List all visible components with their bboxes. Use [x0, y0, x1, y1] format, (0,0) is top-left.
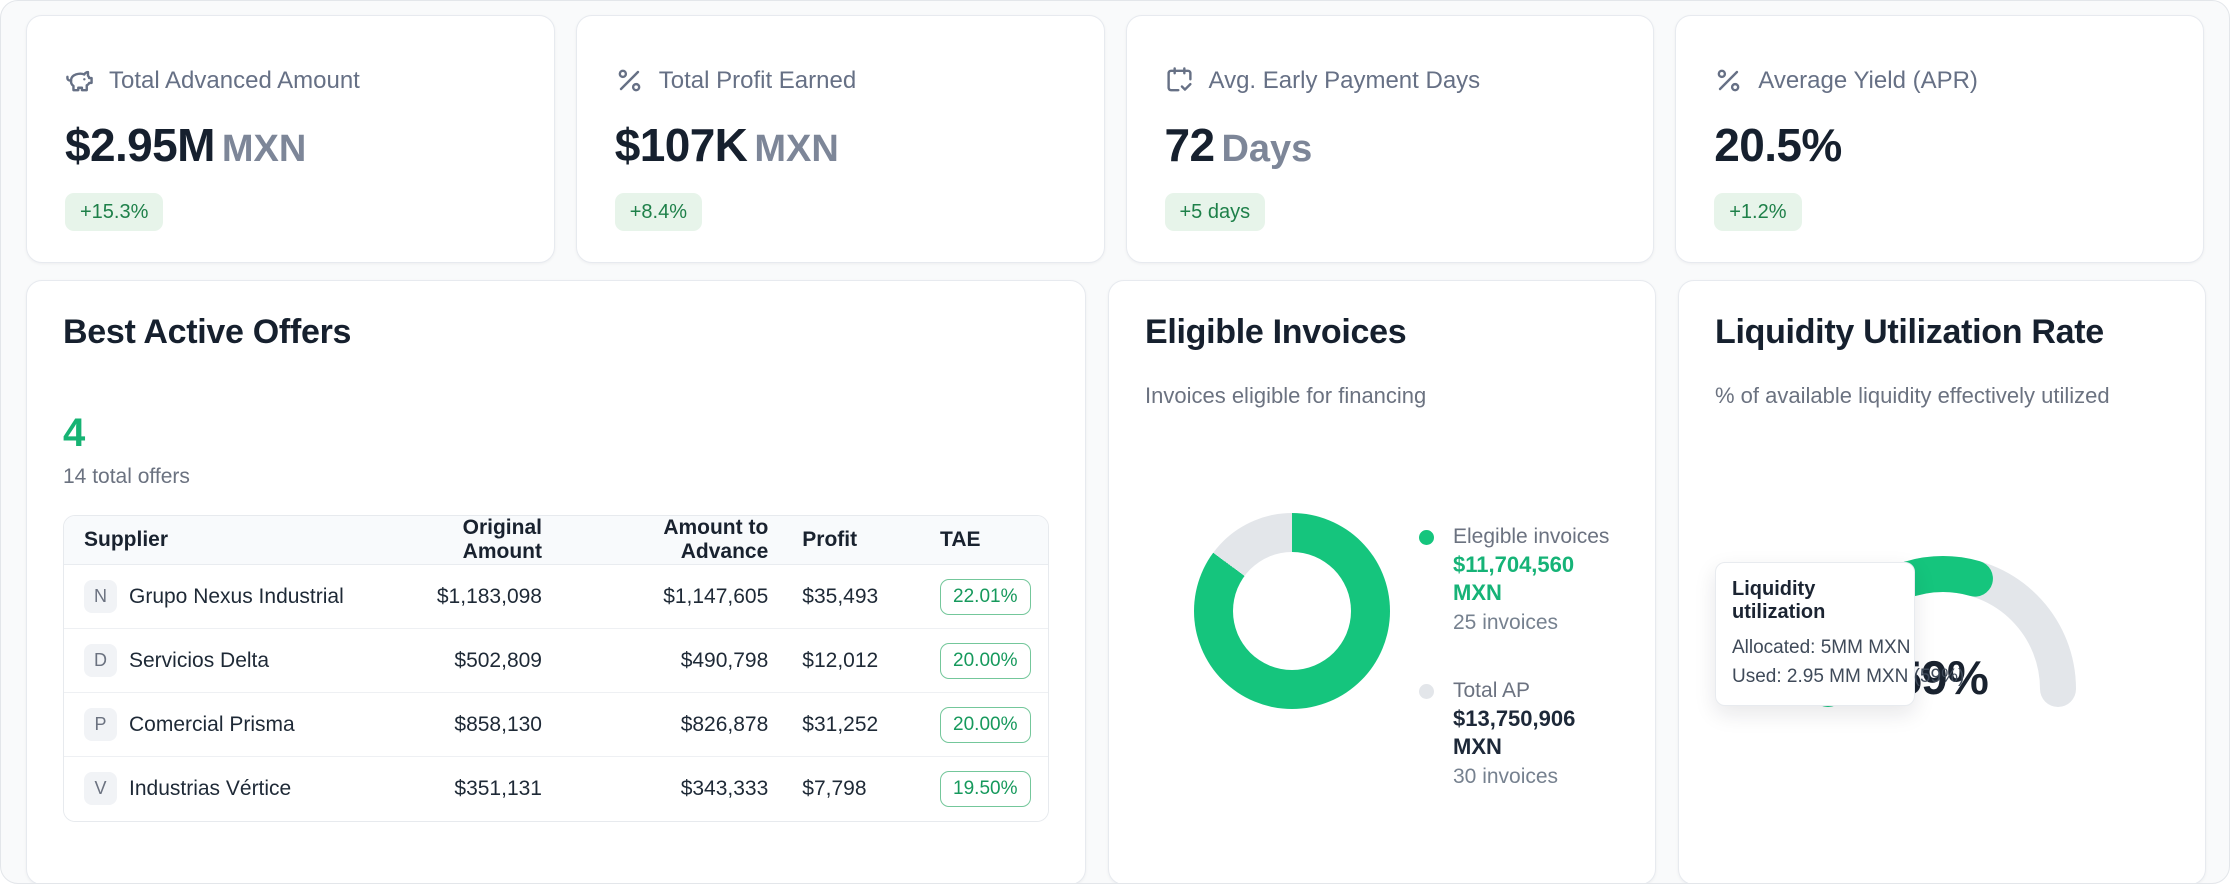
percent-icon	[618, 69, 641, 92]
legend-label: Total AP	[1453, 679, 1531, 702]
amount-to-advance: $826,878	[555, 692, 783, 757]
liquidity-gauge: 59% Liquidity utilization Allocated: 5MM…	[1715, 524, 2169, 854]
kpi-change-badge: +1.2%	[1714, 193, 1802, 231]
supplier-avatar: D	[84, 644, 117, 677]
legend-label: Elegible invoices	[1453, 525, 1610, 548]
table-row[interactable]: V Industrias Vértice $351,131 $343,333 $7…	[64, 756, 1048, 821]
eligible-invoices-subtitle: Invoices eligible for financing	[1145, 383, 1427, 408]
amount-to-advance: $1,147,605	[555, 564, 783, 629]
best-active-offers-card: Best Active Offers 4 14 total offers Sup…	[26, 280, 1086, 883]
piggy-bank-icon	[66, 70, 93, 92]
profit: $7,798	[782, 756, 921, 821]
active-offers-count: 4	[63, 411, 86, 455]
supplier-name: Grupo Nexus Industrial	[129, 584, 344, 608]
tae-badge: 19.50%	[940, 770, 1031, 807]
bottom-row: Best Active Offers 4 14 total offers Sup…	[26, 280, 2206, 883]
table-row[interactable]: D Servicios Delta $502,809 $490,798 $12,0…	[64, 628, 1048, 693]
original-amount: $351,131	[388, 756, 556, 821]
kpi-title: Total Profit Earned	[658, 66, 857, 94]
tae-badge: 20.00%	[940, 642, 1031, 679]
donut-legend: Elegible invoices $11,704,560 MXN 25 inv…	[1419, 523, 1619, 791]
legend-dot-green	[1419, 530, 1434, 545]
col-header-amount-to-advance: Amount to Advance	[555, 516, 783, 565]
profit: $31,252	[782, 692, 921, 757]
supplier-avatar: P	[84, 708, 117, 741]
kpi-card-total-profit: Total Profit Earned $107K MXN +8.4%	[575, 15, 1105, 263]
legend-item-total-ap: Total AP $13,750,906 MXN 30 invoices	[1419, 677, 1619, 791]
kpi-value: 72 Days	[1164, 119, 1313, 171]
eligible-invoices-title: Eligible Invoices	[1145, 313, 1407, 351]
liquidity-title: Liquidity Utilization Rate	[1715, 313, 2104, 351]
supplier-name: Industrias Vértice	[129, 776, 292, 800]
kpi-unit: Days	[1221, 128, 1313, 170]
amount-to-advance: $490,798	[555, 628, 783, 693]
kpi-value: 20.5%	[1714, 119, 1842, 171]
kpi-unit: MXN	[754, 128, 839, 170]
original-amount: $858,130	[388, 692, 556, 757]
tooltip-allocated: Allocated: 5MM MXN	[1732, 637, 1911, 658]
col-header-original-amount: Original Amount	[388, 516, 556, 565]
legend-amount: $11,704,560 MXN	[1453, 552, 1575, 605]
eligible-invoices-card: Eligible Invoices Invoices eligible for …	[1108, 280, 1656, 883]
tooltip-title: Liquidity utilization	[1732, 578, 1826, 623]
legend-count: 25 invoices	[1453, 611, 1559, 634]
kpi-title: Total Advanced Amount	[109, 66, 360, 94]
kpi-value: $2.95M MXN	[65, 119, 307, 171]
kpi-value: $107K MXN	[614, 119, 839, 171]
kpi-change-badge: +5 days	[1164, 193, 1266, 231]
profit: $12,012	[782, 628, 921, 693]
kpi-change-badge: +15.3%	[65, 193, 164, 231]
gauge-tooltip: Liquidity utilization Allocated: 5MM MXN…	[1715, 562, 1965, 706]
kpi-row: Total Advanced Amount $2.95M MXN +15.3% T…	[26, 15, 2204, 263]
tae-badge: 20.00%	[940, 706, 1031, 743]
table-row[interactable]: N Grupo Nexus Industrial $1,183,098 $1,14…	[64, 564, 1048, 629]
kpi-card-total-advanced: Total Advanced Amount $2.95M MXN +15.3%	[26, 15, 555, 263]
kpi-change-badge: +8.4%	[614, 193, 703, 231]
kpi-card-early-payment-days: Avg. Early Payment Days 72 Days +5 days	[1125, 15, 1655, 263]
col-header-tae: TAE	[920, 516, 1048, 565]
liquidity-subtitle: % of available liquidity effectively uti…	[1715, 383, 2110, 408]
original-amount: $502,809	[388, 628, 556, 693]
tae-badge: 22.01%	[940, 578, 1031, 615]
kpi-title: Average Yield (APR)	[1758, 66, 1978, 94]
total-offers-label: 14 total offers	[63, 465, 190, 488]
col-header-supplier: Supplier	[64, 516, 389, 565]
legend-count: 30 invoices	[1453, 765, 1559, 788]
kpi-title: Avg. Early Payment Days	[1208, 66, 1481, 94]
amount-to-advance: $343,333	[555, 756, 783, 821]
calendar-check-icon	[1166, 67, 1192, 92]
col-header-profit: Profit	[782, 516, 921, 565]
legend-dot-gray	[1419, 684, 1434, 699]
supplier-name: Comercial Prisma	[129, 712, 295, 736]
legend-item-eligible: Elegible invoices $11,704,560 MXN 25 inv…	[1419, 523, 1619, 637]
profit: $35,493	[782, 564, 921, 629]
table-row[interactable]: P Comercial Prisma $858,130 $826,878 $31,…	[64, 692, 1048, 757]
best-offers-title: Best Active Offers	[63, 313, 352, 351]
liquidity-utilization-card: Liquidity Utilization Rate % of availabl…	[1678, 280, 2206, 883]
legend-amount: $13,750,906 MXN	[1453, 706, 1576, 759]
donut-hole	[1233, 552, 1351, 670]
kpi-card-average-yield: Average Yield (APR) 20.5% +1.2%	[1675, 15, 2204, 263]
supplier-avatar: V	[84, 772, 117, 806]
kpi-unit: MXN	[221, 128, 307, 170]
offers-table: Supplier Original Amount Amount to Advan…	[63, 515, 1049, 822]
supplier-avatar: N	[84, 580, 117, 613]
eligible-invoices-donut	[1194, 513, 1390, 709]
percent-icon	[1717, 69, 1740, 92]
offers-table-header-row: Supplier Original Amount Amount to Advan…	[64, 516, 1048, 565]
tooltip-used: Used: 2.95 MM MXN (59%)	[1732, 666, 1965, 687]
original-amount: $1,183,098	[388, 564, 556, 629]
supplier-name: Servicios Delta	[129, 648, 270, 672]
